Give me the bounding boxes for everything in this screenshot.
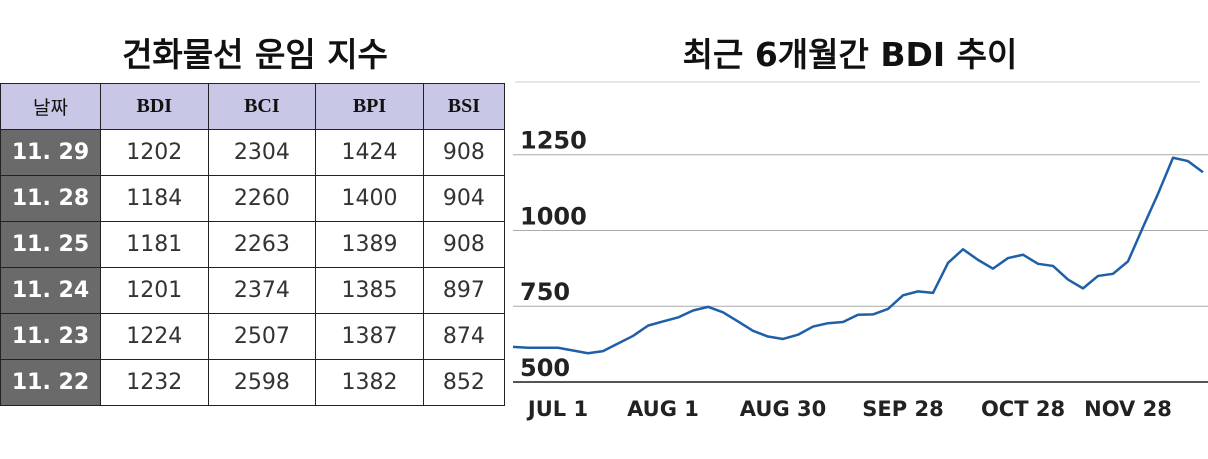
table-row: 11. 28 1184 2260 1400 904 [0,175,506,222]
x-tick-label: AUG 1 [627,397,699,421]
value-cell: 874 [422,313,506,360]
table-row: 11. 24 1201 2374 1385 897 [0,267,506,314]
y-tick-label: 750 [520,278,570,306]
x-tick-label: SEP 28 [862,397,943,421]
value-cell: 1181 [100,221,209,268]
y-tick-label: 1000 [520,202,587,230]
table-title: 건화물선 운임 지수 [122,35,388,74]
value-cell: 2304 [207,129,317,176]
y-tick-label: 1250 [520,127,587,155]
x-tick-label: OCT 28 [981,397,1065,421]
column-header: 날짜 [0,83,101,130]
value-cell: 1202 [100,129,209,176]
value-cell: 1232 [100,359,209,406]
value-cell: 897 [422,267,506,314]
column-header: BPI [315,83,424,130]
date-cell: 11. 22 [0,359,101,406]
value-cell: 1201 [100,267,209,314]
x-tick-label: JUL 1 [526,397,588,421]
value-cell: 2260 [207,175,317,222]
value-cell: 1400 [315,175,424,222]
x-tick-label: NOV 28 [1084,397,1172,421]
value-cell: 1382 [315,359,424,406]
value-cell: 904 [422,175,506,222]
y-tick-label: 500 [520,354,570,382]
column-header: BDI [100,83,209,130]
table-body: 11. 29 1202 2304 1424 908 11. 28 1184 2260 1400 9… [0,129,506,406]
chart-title: 최근 6개월간 BDI 추이 [682,35,1018,74]
value-cell: 2507 [207,313,317,360]
value-cell: 2374 [207,267,317,314]
data-line [512,156,1204,355]
header-row: 날짜 BDI BCI BPI BSI [0,83,506,130]
date-cell: 11. 25 [0,221,101,268]
value-cell: 1389 [315,221,424,268]
column-header: BCI [207,83,317,130]
value-cell: 1387 [315,313,424,360]
table-row: 11. 29 1202 2304 1424 908 [0,129,506,176]
value-cell: 2598 [207,359,317,406]
value-cell: 908 [422,221,506,268]
column-header: BSI [422,83,506,130]
index-table: 날짜 BDI BCI BPI BSI 11. 29 1202 2304 1424 908 11. 2… [0,83,506,406]
date-cell: 11. 28 [0,175,101,222]
table-row: 11. 25 1181 2263 1389 908 [0,221,506,268]
x-tick-label: AUG 30 [740,397,826,421]
table-row: 11. 22 1232 2598 1382 852 [0,359,506,406]
date-cell: 11. 29 [0,129,101,176]
value-cell: 1184 [100,175,209,222]
date-cell: 11. 24 [0,267,101,314]
value-cell: 852 [422,359,506,406]
